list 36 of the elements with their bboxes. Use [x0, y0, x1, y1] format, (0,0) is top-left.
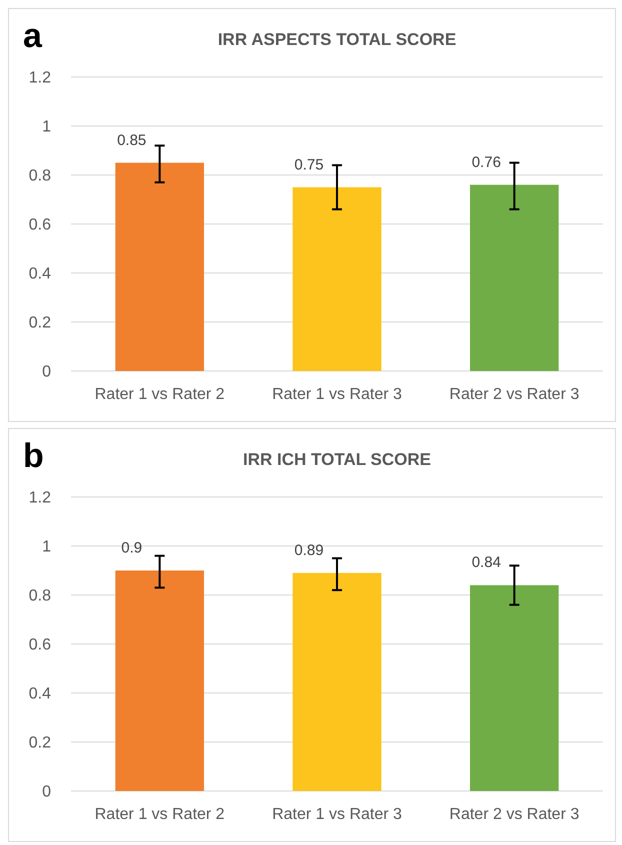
bar — [470, 184, 559, 371]
y-tick-label: 1 — [42, 118, 52, 136]
y-tick-label: 0.8 — [28, 588, 52, 605]
y-tick-label: 0.2 — [28, 734, 52, 752]
y-tick-label: 0.2 — [28, 314, 52, 332]
bar — [115, 570, 204, 791]
bar — [292, 187, 382, 371]
y-tick-label: 0 — [42, 784, 52, 801]
chart-title: IRR ASPECTS TOTAL SCORE — [218, 30, 456, 49]
data-label: 0.75 — [294, 156, 324, 174]
chart-title: IRR ICH TOTAL SCORE — [243, 450, 431, 469]
data-label: 0.89 — [294, 542, 324, 559]
x-tick-label: Rater 1 vs Rater 2 — [94, 806, 225, 823]
x-tick-label: Rater 1 vs Rater 2 — [94, 386, 225, 403]
data-label: 0.76 — [472, 154, 501, 171]
x-tick-label: Rater 2 vs Rater 3 — [449, 806, 580, 823]
bar — [115, 162, 204, 371]
y-tick-label: 0.8 — [28, 168, 52, 185]
y-tick-label: 0 — [42, 364, 52, 381]
bar — [470, 585, 559, 791]
y-tick-label: 0.6 — [28, 636, 52, 654]
y-tick-label: 0.6 — [28, 216, 52, 234]
data-label: 0.85 — [117, 132, 146, 149]
x-tick-label: Rater 1 vs Rater 3 — [272, 386, 402, 403]
y-tick-label: 1.2 — [28, 70, 52, 87]
data-label: 0.9 — [121, 540, 142, 556]
y-tick-label: 0.4 — [28, 266, 52, 283]
x-tick-label: Rater 2 vs Rater 3 — [449, 386, 580, 403]
data-label: 0.84 — [472, 554, 501, 572]
bar — [292, 572, 382, 791]
y-tick-label: 0.4 — [28, 686, 52, 703]
text: a — [23, 17, 43, 55]
y-tick-label: 1.2 — [28, 490, 52, 507]
text: b — [23, 437, 44, 475]
x-tick-label: Rater 1 vs Rater 3 — [272, 806, 402, 823]
y-tick-label: 1 — [42, 538, 52, 556]
